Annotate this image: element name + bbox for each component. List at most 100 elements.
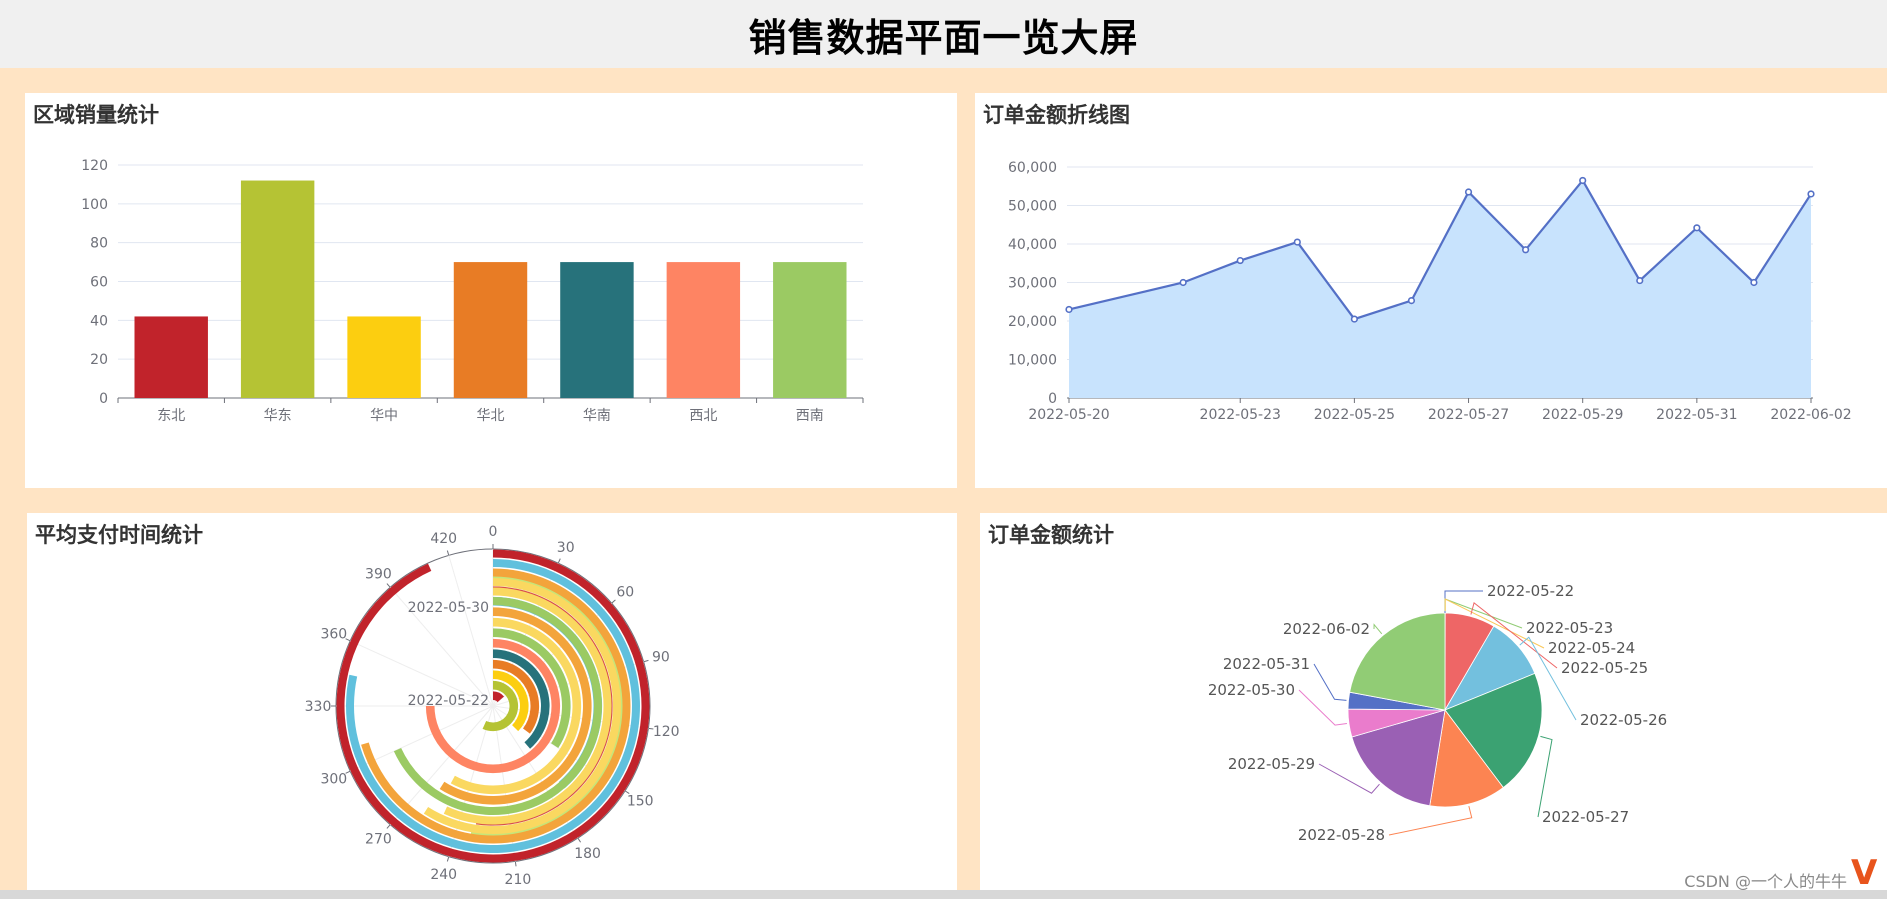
x-tick-label: 2022-05-27	[1428, 407, 1509, 423]
pay-time-title: 平均支付时间统计	[35, 523, 203, 547]
y-tick-label: 0	[99, 391, 108, 407]
y-tick-label: 0	[1048, 391, 1057, 407]
x-tick-label: 华北	[477, 408, 505, 424]
x-tick-label: 2022-05-25	[1314, 407, 1395, 423]
angle-tick-label: 150	[627, 794, 654, 810]
y-tick-label: 40,000	[1008, 237, 1057, 253]
y-tick-label: 60,000	[1008, 160, 1057, 176]
angle-splitline	[349, 640, 494, 707]
x-tick-label: 华中	[370, 408, 398, 424]
radial-label: 2022-05-30	[408, 600, 489, 616]
angle-tick-label: 390	[365, 567, 392, 583]
angle-tick-label: 180	[574, 846, 601, 862]
angle-tick	[386, 824, 391, 829]
y-tick-label: 100	[81, 197, 108, 213]
angle-tick-label: 360	[320, 626, 347, 642]
angle-tick	[557, 558, 561, 564]
pie-label: 2022-05-23	[1526, 619, 1613, 637]
pie-label: 2022-06-02	[1283, 620, 1370, 638]
angle-splitline	[389, 587, 494, 707]
pie-label: 2022-05-25	[1561, 659, 1648, 677]
polar-bar-2022-05-28	[493, 628, 571, 748]
angle-tick	[446, 856, 450, 862]
area-fill	[1069, 180, 1811, 398]
data-point	[1293, 238, 1301, 246]
y-tick-label: 20	[90, 352, 108, 368]
pie-slice-2022-05-27	[1444, 672, 1543, 789]
pie-slice-2022-05-28	[1429, 709, 1504, 808]
polar-bar-2022-05-24	[493, 670, 529, 732]
pie-leader-line	[1537, 735, 1553, 818]
pie-label: 2022-05-24	[1548, 639, 1635, 657]
x-tick-label: 华南	[583, 408, 611, 424]
angle-tick	[611, 599, 616, 604]
pie-leader-line	[1388, 805, 1473, 836]
x-tick-label: 2022-05-29	[1542, 407, 1623, 423]
y-tick-label: 120	[81, 158, 108, 174]
angle-tick	[648, 727, 654, 730]
pie-leader-line	[1373, 623, 1383, 635]
horizontal-scrollbar[interactable]	[0, 890, 1887, 899]
pie-leader-line	[1519, 636, 1577, 721]
angle-tick	[386, 583, 391, 588]
region-sales-title: 区域销量统计	[33, 103, 159, 127]
data-point	[1065, 305, 1073, 314]
angle-tick-label: 210	[505, 872, 532, 888]
angle-tick	[514, 861, 517, 867]
pie-leader-line	[1318, 763, 1380, 794]
bar-西南	[773, 262, 847, 398]
angle-tick-label: 120	[653, 724, 680, 740]
pie-slice-2022-06-02	[1349, 612, 1446, 711]
y-tick-label: 80	[90, 236, 108, 252]
pie-label: 2022-05-26	[1580, 711, 1667, 729]
x-tick-label: 西南	[796, 408, 824, 424]
amount-pie-title: 订单金额统计	[988, 523, 1114, 547]
bar-华东	[240, 180, 315, 398]
amount-pie-panel: 订单金额统计 2022-05-22 2022-05-23 2022-05-24 202…	[980, 513, 1887, 899]
angle-tick-label: 420	[430, 531, 457, 547]
polar-bar-2022-05-22	[493, 691, 505, 703]
angle-tick-label: 90	[652, 650, 670, 666]
x-tick-label: 西北	[689, 408, 717, 424]
bar-东北	[134, 316, 208, 398]
pie-label: 2022-05-31	[1223, 655, 1310, 673]
y-tick-label: 40	[90, 313, 108, 329]
amount-line-panel: 订单金额折线图 0 10,000 20,000 30,000 40,000 50,000 6…	[975, 93, 1887, 488]
page-title: 销售数据平面一览大屏	[748, 15, 1139, 60]
data-point	[1693, 224, 1701, 232]
angle-splitline	[448, 555, 494, 707]
angle-tick	[446, 550, 450, 556]
angle-tick-label: 60	[616, 584, 634, 600]
data-point	[1750, 278, 1758, 287]
pay-time-panel: 平均支付时间统计 0 30 60 90 120 150 180 210 240 270 300 330…	[27, 513, 957, 899]
csdn-logo-icon: V	[1851, 853, 1878, 893]
angle-tick-label: 0	[489, 524, 498, 540]
y-tick-label: 60	[90, 275, 108, 291]
data-point	[1522, 246, 1530, 254]
pie-label: 2022-05-22	[1487, 582, 1574, 600]
pie-label: 2022-05-28	[1298, 826, 1385, 844]
data-point	[1179, 278, 1187, 287]
pay-time-polar-chart: 0 30 60 90 120 150 180 210 240 270 300 330 360 390 420…	[305, 524, 680, 888]
y-tick-label: 10,000	[1008, 353, 1057, 369]
bar-西北	[666, 262, 741, 398]
x-tick-label: 2022-05-31	[1656, 407, 1737, 423]
angle-tick	[345, 770, 351, 774]
bar-华南	[560, 262, 634, 398]
data-point	[1350, 315, 1358, 323]
angle-tick	[624, 790, 630, 795]
x-tick-label: 2022-05-20	[1028, 407, 1109, 423]
pie-label: 2022-05-27	[1542, 808, 1629, 826]
angle-tick-label: 270	[365, 831, 392, 847]
x-tick-label: 2022-06-02	[1770, 407, 1851, 423]
y-tick-label: 50,000	[1008, 199, 1057, 215]
angle-tick	[577, 837, 582, 843]
pie-leader-line	[1470, 602, 1558, 669]
pie-slice-2022-05-29	[1351, 709, 1446, 807]
angle-tick-label: 30	[557, 540, 575, 556]
data-point	[1807, 190, 1815, 198]
bar-华北	[453, 262, 528, 398]
polar-bar-2022-05-25	[493, 659, 540, 734]
data-point	[1579, 176, 1587, 185]
pie-leader-line	[1298, 689, 1347, 726]
